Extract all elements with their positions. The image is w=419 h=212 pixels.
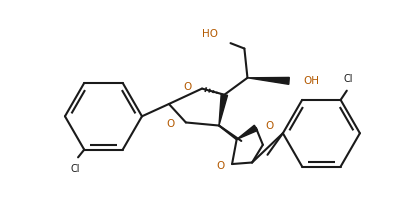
Text: O: O bbox=[216, 161, 224, 171]
Polygon shape bbox=[248, 77, 289, 84]
Text: O: O bbox=[167, 119, 175, 129]
Text: O: O bbox=[183, 82, 191, 92]
Text: OH: OH bbox=[303, 76, 319, 86]
Text: O: O bbox=[265, 121, 274, 131]
Polygon shape bbox=[219, 94, 228, 126]
Text: Cl: Cl bbox=[344, 74, 353, 85]
Polygon shape bbox=[237, 125, 258, 139]
Text: HO: HO bbox=[202, 29, 218, 39]
Text: Cl: Cl bbox=[70, 163, 80, 173]
